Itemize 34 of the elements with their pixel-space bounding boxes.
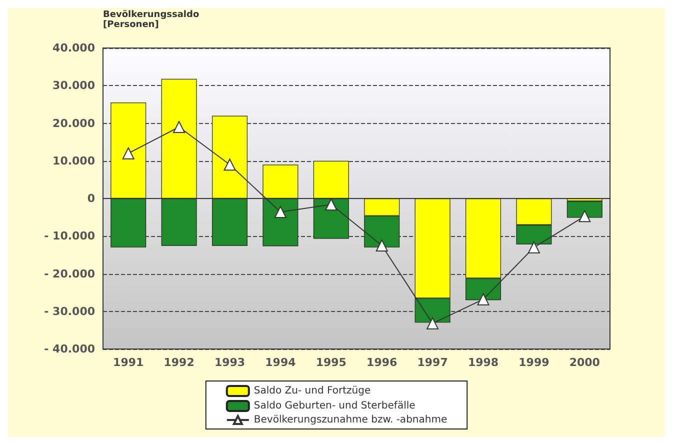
point <box>426 317 439 330</box>
y-tick-label: 20.000 <box>52 116 96 130</box>
bar <box>566 201 602 218</box>
x-tick-label: 1999 <box>518 356 550 369</box>
y-tick-label: - 20.000 <box>44 267 96 280</box>
x-tick-label: 1993 <box>214 356 246 369</box>
y-tick-label: 10.000 <box>52 154 96 168</box>
x-tick-label: 1991 <box>113 356 144 369</box>
point <box>274 206 286 218</box>
legend-label: Bevölkerungszunahme bzw. -abnahme <box>254 414 448 426</box>
y-tick-label: - 30.000 <box>44 304 96 318</box>
point <box>376 240 388 252</box>
legend-label: Saldo Zu- und Fortzüge <box>254 386 371 396</box>
y-axis-title: Bevölkerungssaldo [Personen] <box>103 10 200 30</box>
x-tick-label: 1994 <box>265 356 296 369</box>
point <box>122 147 134 160</box>
y-tick-label: - 10.000 <box>44 230 96 243</box>
point <box>224 158 236 171</box>
point <box>173 121 186 134</box>
y-tick-label: 30.000 <box>52 79 96 92</box>
point <box>578 210 591 222</box>
y-tick-label: 0 <box>87 192 96 205</box>
x-tick-label: 1998 <box>468 356 499 369</box>
point <box>528 241 540 254</box>
x-tick-label: 1997 <box>417 356 448 369</box>
x-tick-label: 1996 <box>366 356 398 369</box>
point <box>325 198 338 211</box>
x-tick-label: 1995 <box>316 356 346 369</box>
x-tick-label: 2000 <box>569 356 600 369</box>
y-tick-label: - 40.000 <box>44 342 96 356</box>
point <box>477 293 490 306</box>
legend-label: Saldo Geburten- und Sterbefälle <box>254 400 416 412</box>
y-tick-label: 40.000 <box>52 42 96 54</box>
x-tick-label: 1992 <box>164 356 194 369</box>
